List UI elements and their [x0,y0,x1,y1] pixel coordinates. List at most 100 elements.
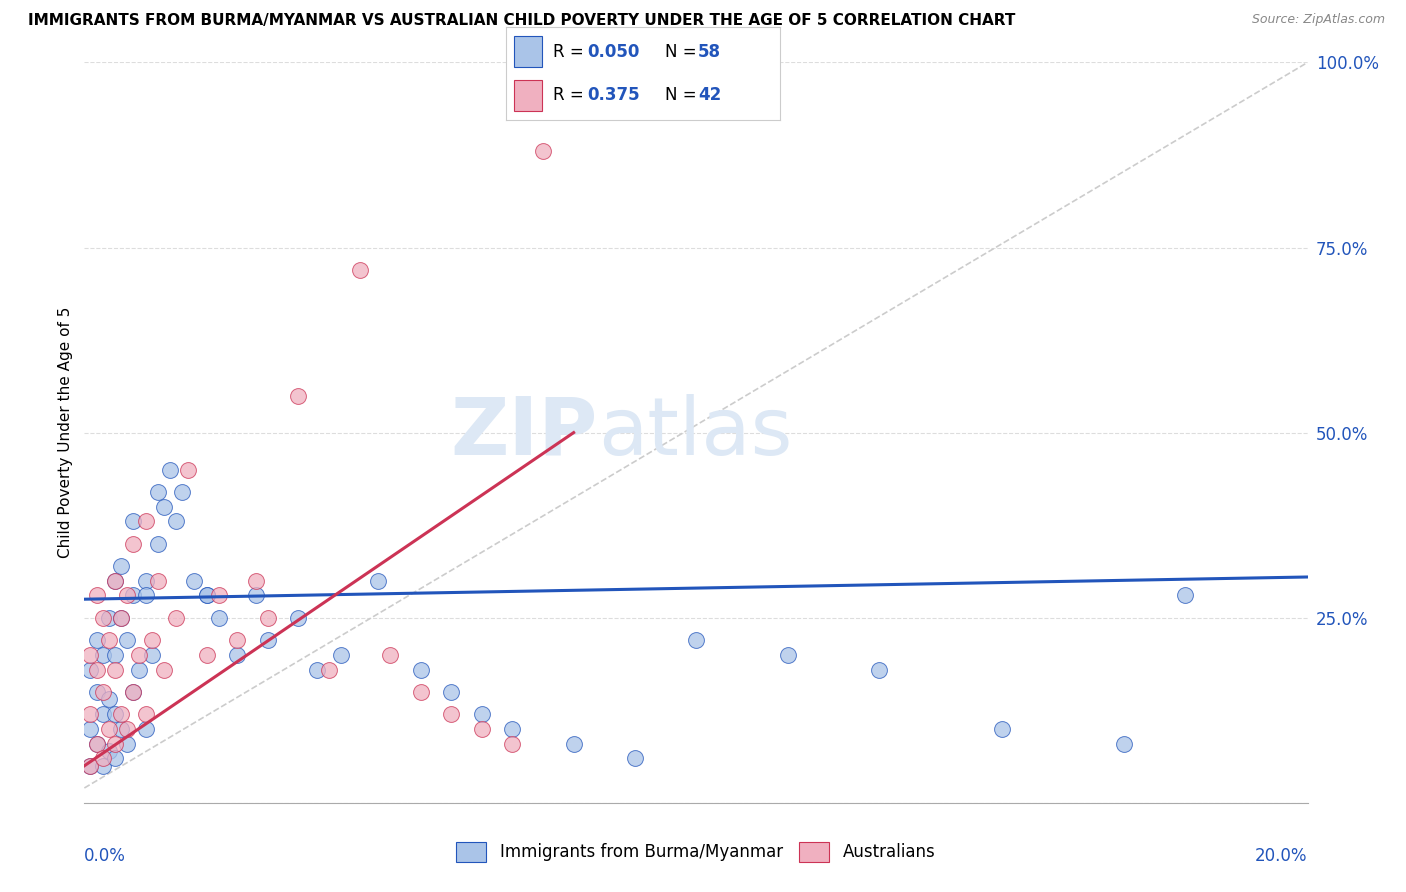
Text: atlas: atlas [598,393,793,472]
Point [226,632,249,647]
Point [97,722,120,736]
Point [318,663,340,677]
Point [110,610,132,624]
Point [115,737,138,751]
Point [165,610,187,624]
Point [776,648,799,662]
Point [146,536,169,550]
Point [208,610,231,624]
Point [122,515,145,529]
Point [153,663,176,677]
Point [172,484,194,499]
Point [97,692,120,706]
Point [79,706,101,721]
Point [122,685,145,699]
Point [91,758,114,772]
Point [115,722,138,736]
Point [104,737,127,751]
Point [79,663,101,677]
Point [104,751,127,765]
Point [141,648,163,662]
Point [226,648,249,662]
FancyBboxPatch shape [515,80,541,111]
Point [128,663,150,677]
Point [104,663,127,677]
Point [440,685,463,699]
Text: 0.0%: 0.0% [84,847,127,865]
Point [86,737,108,751]
Point [91,610,114,624]
Point [159,462,181,476]
Point [502,737,524,751]
Point [86,737,108,751]
Point [380,648,402,662]
Point [86,589,108,603]
Point [91,751,114,765]
Point [183,574,205,588]
Point [91,706,114,721]
Point [104,574,127,588]
Point [110,558,132,573]
Point [97,632,120,647]
Point [79,722,101,736]
Text: 0.375: 0.375 [588,86,640,103]
Point [685,632,707,647]
Point [409,663,432,677]
Point [97,744,120,758]
Point [97,610,120,624]
Text: N =: N = [665,86,702,103]
Point [245,574,267,588]
Point [115,632,138,647]
Point [471,706,494,721]
Text: R =: R = [553,43,589,61]
Point [257,632,280,647]
Point [562,737,585,751]
Point [195,648,218,662]
Point [135,589,157,603]
Legend: Immigrants from Burma/Myanmar, Australians: Immigrants from Burma/Myanmar, Australia… [450,835,942,869]
Point [409,685,432,699]
Point [135,515,157,529]
Point [208,589,231,603]
Point [110,722,132,736]
Text: 58: 58 [697,43,721,61]
Point [79,758,101,772]
FancyBboxPatch shape [515,36,541,67]
Text: N =: N = [665,43,702,61]
Point [153,500,176,514]
Text: 0.050: 0.050 [588,43,640,61]
Text: 20.0%: 20.0% [1256,847,1308,865]
Text: IMMIGRANTS FROM BURMA/MYANMAR VS AUSTRALIAN CHILD POVERTY UNDER THE AGE OF 5 COR: IMMIGRANTS FROM BURMA/MYANMAR VS AUSTRAL… [28,13,1015,29]
Point [502,722,524,736]
Point [349,262,371,277]
Point [177,462,200,476]
Point [287,388,309,402]
Point [122,685,145,699]
Point [165,515,187,529]
Point [110,610,132,624]
Point [86,632,108,647]
Point [146,574,169,588]
Point [305,663,328,677]
Point [104,574,127,588]
Text: ZIP: ZIP [451,393,598,472]
Point [146,484,169,499]
Point [122,536,145,550]
Point [91,685,114,699]
Point [79,648,101,662]
Point [869,663,891,677]
Point [86,663,108,677]
Point [141,632,163,647]
Point [257,610,280,624]
Point [135,706,157,721]
Point [195,589,218,603]
Point [104,648,127,662]
Point [135,722,157,736]
Point [287,610,309,624]
Point [245,589,267,603]
Point [79,758,101,772]
Point [110,706,132,721]
Point [128,648,150,662]
Point [115,589,138,603]
Point [367,574,389,588]
